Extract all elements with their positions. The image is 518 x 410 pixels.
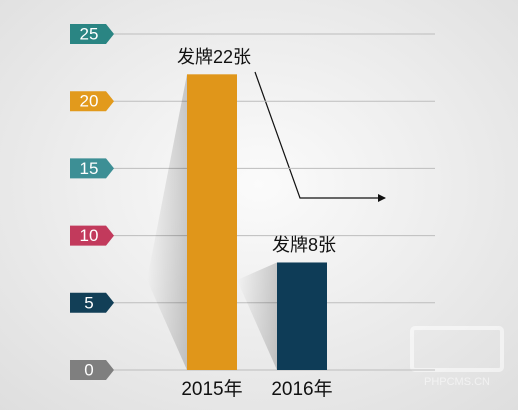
y-tick-tag (70, 292, 114, 313)
y-tick-tag (70, 24, 114, 44)
y-tick-tag (70, 158, 114, 179)
bar-shadow (237, 262, 277, 370)
watermark-text: PHPCMS.CN (424, 376, 490, 388)
arrow-head (378, 194, 386, 202)
bar (277, 262, 327, 370)
x-tick-label: 2015年 (181, 378, 242, 400)
y-tick-tag (70, 360, 114, 380)
value-label: 发牌8张 (272, 235, 336, 255)
y-tick-label: 5 (84, 293, 93, 312)
x-tick-label: 2016年 (271, 378, 332, 400)
watermark: PHPCMS.CN (410, 326, 504, 388)
y-tick-label: 0 (84, 360, 93, 379)
arrow (254, 71, 385, 199)
bar-shadow (147, 74, 187, 370)
value-label: 发牌22张 (177, 47, 251, 67)
y-tick-tag (70, 91, 114, 112)
y-tick-label: 25 (80, 24, 99, 43)
bar (187, 74, 237, 370)
y-tick-tag (70, 225, 114, 246)
y-tick-label: 10 (80, 226, 99, 245)
y-tick-label: 20 (80, 92, 99, 111)
y-tick-label: 15 (80, 159, 99, 178)
